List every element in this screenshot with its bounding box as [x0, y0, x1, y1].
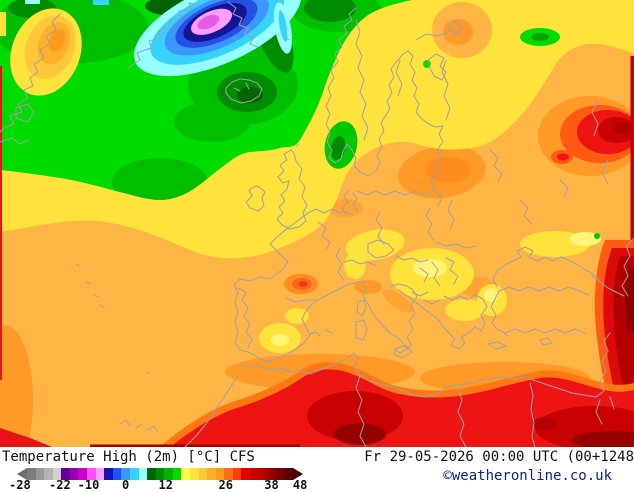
hot-blob-russia-core	[614, 122, 632, 134]
alps-yellow	[344, 253, 366, 279]
right-edge-dark-red-line	[631, 56, 634, 246]
aegean-pale-core	[484, 288, 498, 302]
spain-pale-yellow-core	[271, 334, 289, 346]
forecast-datetime: Fr 29-05-2026 00:00 UTC (00+1248	[364, 449, 634, 465]
africa-maroon-core	[334, 423, 386, 445]
green-spot-northeast-core	[531, 33, 549, 41]
weather-map	[0, 0, 634, 447]
left-edge-yellow-strip	[0, 12, 6, 36]
france-hot-spot-core	[299, 281, 308, 287]
top-edge-cyan-tick	[25, 0, 40, 4]
legend-title: Temperature High (2m) [°C] CFS	[2, 449, 255, 465]
copyright-watermark: ©weatheronline.co.uk	[443, 468, 612, 484]
balkans-pale-yellow-core	[413, 259, 447, 277]
left-edge-red-line	[0, 66, 2, 380]
green-dot-steppe	[594, 233, 600, 239]
legend-bar: Temperature High (2m) [°C] CFS Fr 29-05-…	[0, 447, 634, 490]
temperature-map-svg	[0, 0, 634, 447]
hot-spot-small	[557, 154, 569, 161]
spain-yellow-patch	[285, 308, 309, 324]
africa-dark-spot	[533, 417, 557, 431]
top-edge-cyan-tick	[93, 0, 109, 5]
